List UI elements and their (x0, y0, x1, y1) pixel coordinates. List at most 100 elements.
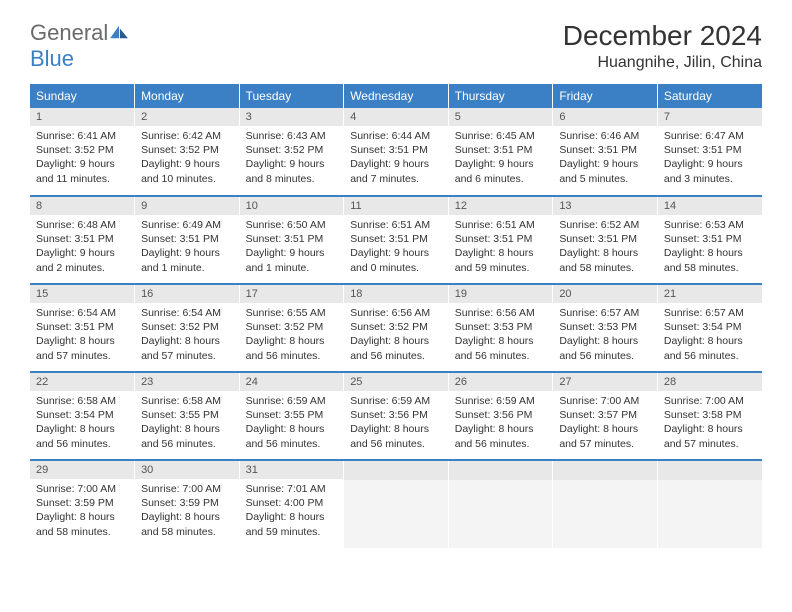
weekday-header-row: SundayMondayTuesdayWednesdayThursdayFrid… (30, 84, 762, 108)
day-number: 9 (135, 197, 239, 215)
weekday-header: Sunday (30, 84, 135, 108)
calendar-row: 15Sunrise: 6:54 AMSunset: 3:51 PMDayligh… (30, 284, 762, 372)
empty-day-header (344, 461, 448, 480)
day-details: Sunrise: 6:57 AMSunset: 3:53 PMDaylight:… (553, 303, 657, 369)
day-number: 24 (240, 373, 344, 391)
calendar-cell: 16Sunrise: 6:54 AMSunset: 3:52 PMDayligh… (135, 284, 240, 372)
logo-text-general: General (30, 20, 108, 45)
day-number: 28 (658, 373, 762, 391)
calendar-cell: 21Sunrise: 6:57 AMSunset: 3:54 PMDayligh… (657, 284, 762, 372)
day-number: 17 (240, 285, 344, 303)
weekday-header: Tuesday (239, 84, 344, 108)
calendar-cell: 25Sunrise: 6:59 AMSunset: 3:56 PMDayligh… (344, 372, 449, 460)
day-details: Sunrise: 7:00 AMSunset: 3:59 PMDaylight:… (30, 479, 134, 545)
calendar-cell: 1Sunrise: 6:41 AMSunset: 3:52 PMDaylight… (30, 108, 135, 196)
calendar-cell: 11Sunrise: 6:51 AMSunset: 3:51 PMDayligh… (344, 196, 449, 284)
weekday-header: Wednesday (344, 84, 449, 108)
calendar-row: 1Sunrise: 6:41 AMSunset: 3:52 PMDaylight… (30, 108, 762, 196)
calendar-cell: 28Sunrise: 7:00 AMSunset: 3:58 PMDayligh… (657, 372, 762, 460)
day-details: Sunrise: 6:41 AMSunset: 3:52 PMDaylight:… (30, 126, 134, 192)
calendar-cell: 18Sunrise: 6:56 AMSunset: 3:52 PMDayligh… (344, 284, 449, 372)
day-details: Sunrise: 6:59 AMSunset: 3:55 PMDaylight:… (240, 391, 344, 457)
day-number: 11 (344, 197, 448, 215)
day-details: Sunrise: 6:49 AMSunset: 3:51 PMDaylight:… (135, 215, 239, 281)
day-number: 23 (135, 373, 239, 391)
day-number: 15 (30, 285, 134, 303)
day-details: Sunrise: 6:59 AMSunset: 3:56 PMDaylight:… (344, 391, 448, 457)
weekday-header: Thursday (448, 84, 553, 108)
empty-day-header (553, 461, 657, 480)
calendar-cell: 2Sunrise: 6:42 AMSunset: 3:52 PMDaylight… (135, 108, 240, 196)
calendar-cell: 15Sunrise: 6:54 AMSunset: 3:51 PMDayligh… (30, 284, 135, 372)
day-number: 7 (658, 108, 762, 126)
calendar-cell: 10Sunrise: 6:50 AMSunset: 3:51 PMDayligh… (239, 196, 344, 284)
day-details: Sunrise: 7:00 AMSunset: 3:58 PMDaylight:… (658, 391, 762, 457)
day-details: Sunrise: 6:56 AMSunset: 3:53 PMDaylight:… (449, 303, 553, 369)
day-details: Sunrise: 7:01 AMSunset: 4:00 PMDaylight:… (240, 479, 344, 545)
calendar-cell: 14Sunrise: 6:53 AMSunset: 3:51 PMDayligh… (657, 196, 762, 284)
calendar-cell: 5Sunrise: 6:45 AMSunset: 3:51 PMDaylight… (448, 108, 553, 196)
calendar-cell: 6Sunrise: 6:46 AMSunset: 3:51 PMDaylight… (553, 108, 658, 196)
day-details: Sunrise: 7:00 AMSunset: 3:57 PMDaylight:… (553, 391, 657, 457)
day-details: Sunrise: 6:52 AMSunset: 3:51 PMDaylight:… (553, 215, 657, 281)
day-details: Sunrise: 6:55 AMSunset: 3:52 PMDaylight:… (240, 303, 344, 369)
day-details: Sunrise: 6:48 AMSunset: 3:51 PMDaylight:… (30, 215, 134, 281)
day-number: 5 (449, 108, 553, 126)
empty-day-header (449, 461, 553, 480)
logo-sail-icon (108, 24, 130, 40)
day-details: Sunrise: 6:57 AMSunset: 3:54 PMDaylight:… (658, 303, 762, 369)
day-number: 1 (30, 108, 134, 126)
weekday-header: Friday (553, 84, 658, 108)
day-number: 21 (658, 285, 762, 303)
calendar-cell: 9Sunrise: 6:49 AMSunset: 3:51 PMDaylight… (135, 196, 240, 284)
day-number: 10 (240, 197, 344, 215)
calendar-row: 8Sunrise: 6:48 AMSunset: 3:51 PMDaylight… (30, 196, 762, 284)
calendar-row: 22Sunrise: 6:58 AMSunset: 3:54 PMDayligh… (30, 372, 762, 460)
weekday-header: Monday (135, 84, 240, 108)
day-details: Sunrise: 6:58 AMSunset: 3:55 PMDaylight:… (135, 391, 239, 457)
day-number: 4 (344, 108, 448, 126)
logo-text-blue: Blue (30, 46, 74, 71)
calendar-cell (344, 460, 449, 548)
calendar-cell: 8Sunrise: 6:48 AMSunset: 3:51 PMDaylight… (30, 196, 135, 284)
calendar-cell: 26Sunrise: 6:59 AMSunset: 3:56 PMDayligh… (448, 372, 553, 460)
calendar-cell: 20Sunrise: 6:57 AMSunset: 3:53 PMDayligh… (553, 284, 658, 372)
calendar-body: 1Sunrise: 6:41 AMSunset: 3:52 PMDaylight… (30, 108, 762, 548)
day-number: 3 (240, 108, 344, 126)
calendar-cell: 27Sunrise: 7:00 AMSunset: 3:57 PMDayligh… (553, 372, 658, 460)
calendar-row: 29Sunrise: 7:00 AMSunset: 3:59 PMDayligh… (30, 460, 762, 548)
day-details: Sunrise: 6:46 AMSunset: 3:51 PMDaylight:… (553, 126, 657, 192)
day-details: Sunrise: 6:59 AMSunset: 3:56 PMDaylight:… (449, 391, 553, 457)
day-details: Sunrise: 7:00 AMSunset: 3:59 PMDaylight:… (135, 479, 239, 545)
calendar-cell: 4Sunrise: 6:44 AMSunset: 3:51 PMDaylight… (344, 108, 449, 196)
calendar-cell: 30Sunrise: 7:00 AMSunset: 3:59 PMDayligh… (135, 460, 240, 548)
day-number: 20 (553, 285, 657, 303)
day-number: 6 (553, 108, 657, 126)
day-number: 19 (449, 285, 553, 303)
header: General Blue December 2024 Huangnihe, Ji… (30, 20, 762, 72)
day-number: 8 (30, 197, 134, 215)
day-number: 22 (30, 373, 134, 391)
day-details: Sunrise: 6:56 AMSunset: 3:52 PMDaylight:… (344, 303, 448, 369)
calendar-cell (553, 460, 658, 548)
day-details: Sunrise: 6:51 AMSunset: 3:51 PMDaylight:… (449, 215, 553, 281)
day-number: 13 (553, 197, 657, 215)
day-number: 25 (344, 373, 448, 391)
calendar-cell: 29Sunrise: 7:00 AMSunset: 3:59 PMDayligh… (30, 460, 135, 548)
day-number: 14 (658, 197, 762, 215)
day-details: Sunrise: 6:53 AMSunset: 3:51 PMDaylight:… (658, 215, 762, 281)
calendar-cell: 3Sunrise: 6:43 AMSunset: 3:52 PMDaylight… (239, 108, 344, 196)
day-number: 16 (135, 285, 239, 303)
calendar-cell: 31Sunrise: 7:01 AMSunset: 4:00 PMDayligh… (239, 460, 344, 548)
calendar-cell: 7Sunrise: 6:47 AMSunset: 3:51 PMDaylight… (657, 108, 762, 196)
day-details: Sunrise: 6:44 AMSunset: 3:51 PMDaylight:… (344, 126, 448, 192)
empty-day-header (658, 461, 762, 480)
day-details: Sunrise: 6:58 AMSunset: 3:54 PMDaylight:… (30, 391, 134, 457)
day-details: Sunrise: 6:45 AMSunset: 3:51 PMDaylight:… (449, 126, 553, 192)
day-number: 18 (344, 285, 448, 303)
day-details: Sunrise: 6:42 AMSunset: 3:52 PMDaylight:… (135, 126, 239, 192)
day-details: Sunrise: 6:51 AMSunset: 3:51 PMDaylight:… (344, 215, 448, 281)
logo: General Blue (30, 20, 130, 72)
day-details: Sunrise: 6:43 AMSunset: 3:52 PMDaylight:… (240, 126, 344, 192)
calendar-cell: 13Sunrise: 6:52 AMSunset: 3:51 PMDayligh… (553, 196, 658, 284)
